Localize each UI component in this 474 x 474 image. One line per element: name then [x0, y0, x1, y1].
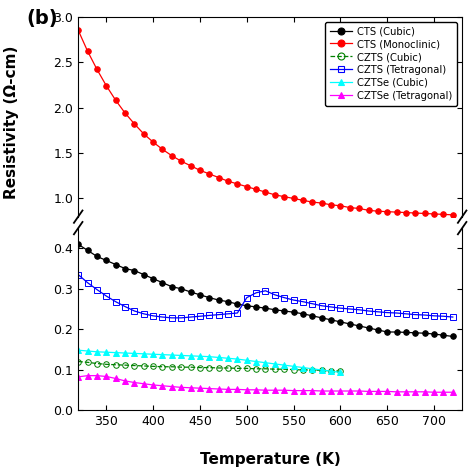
Text: Resistivity (Ω-cm): Resistivity (Ω-cm)	[4, 46, 19, 199]
Legend: CTS (Cubic), CTS (Monoclinic), CZTS (Cubic), CZTS (Tetragonal), CZTSe (Cubic), C: CTS (Cubic), CTS (Monoclinic), CZTS (Cub…	[325, 22, 457, 106]
Text: (b): (b)	[27, 9, 58, 27]
Text: Temperature (K): Temperature (K)	[200, 452, 340, 467]
